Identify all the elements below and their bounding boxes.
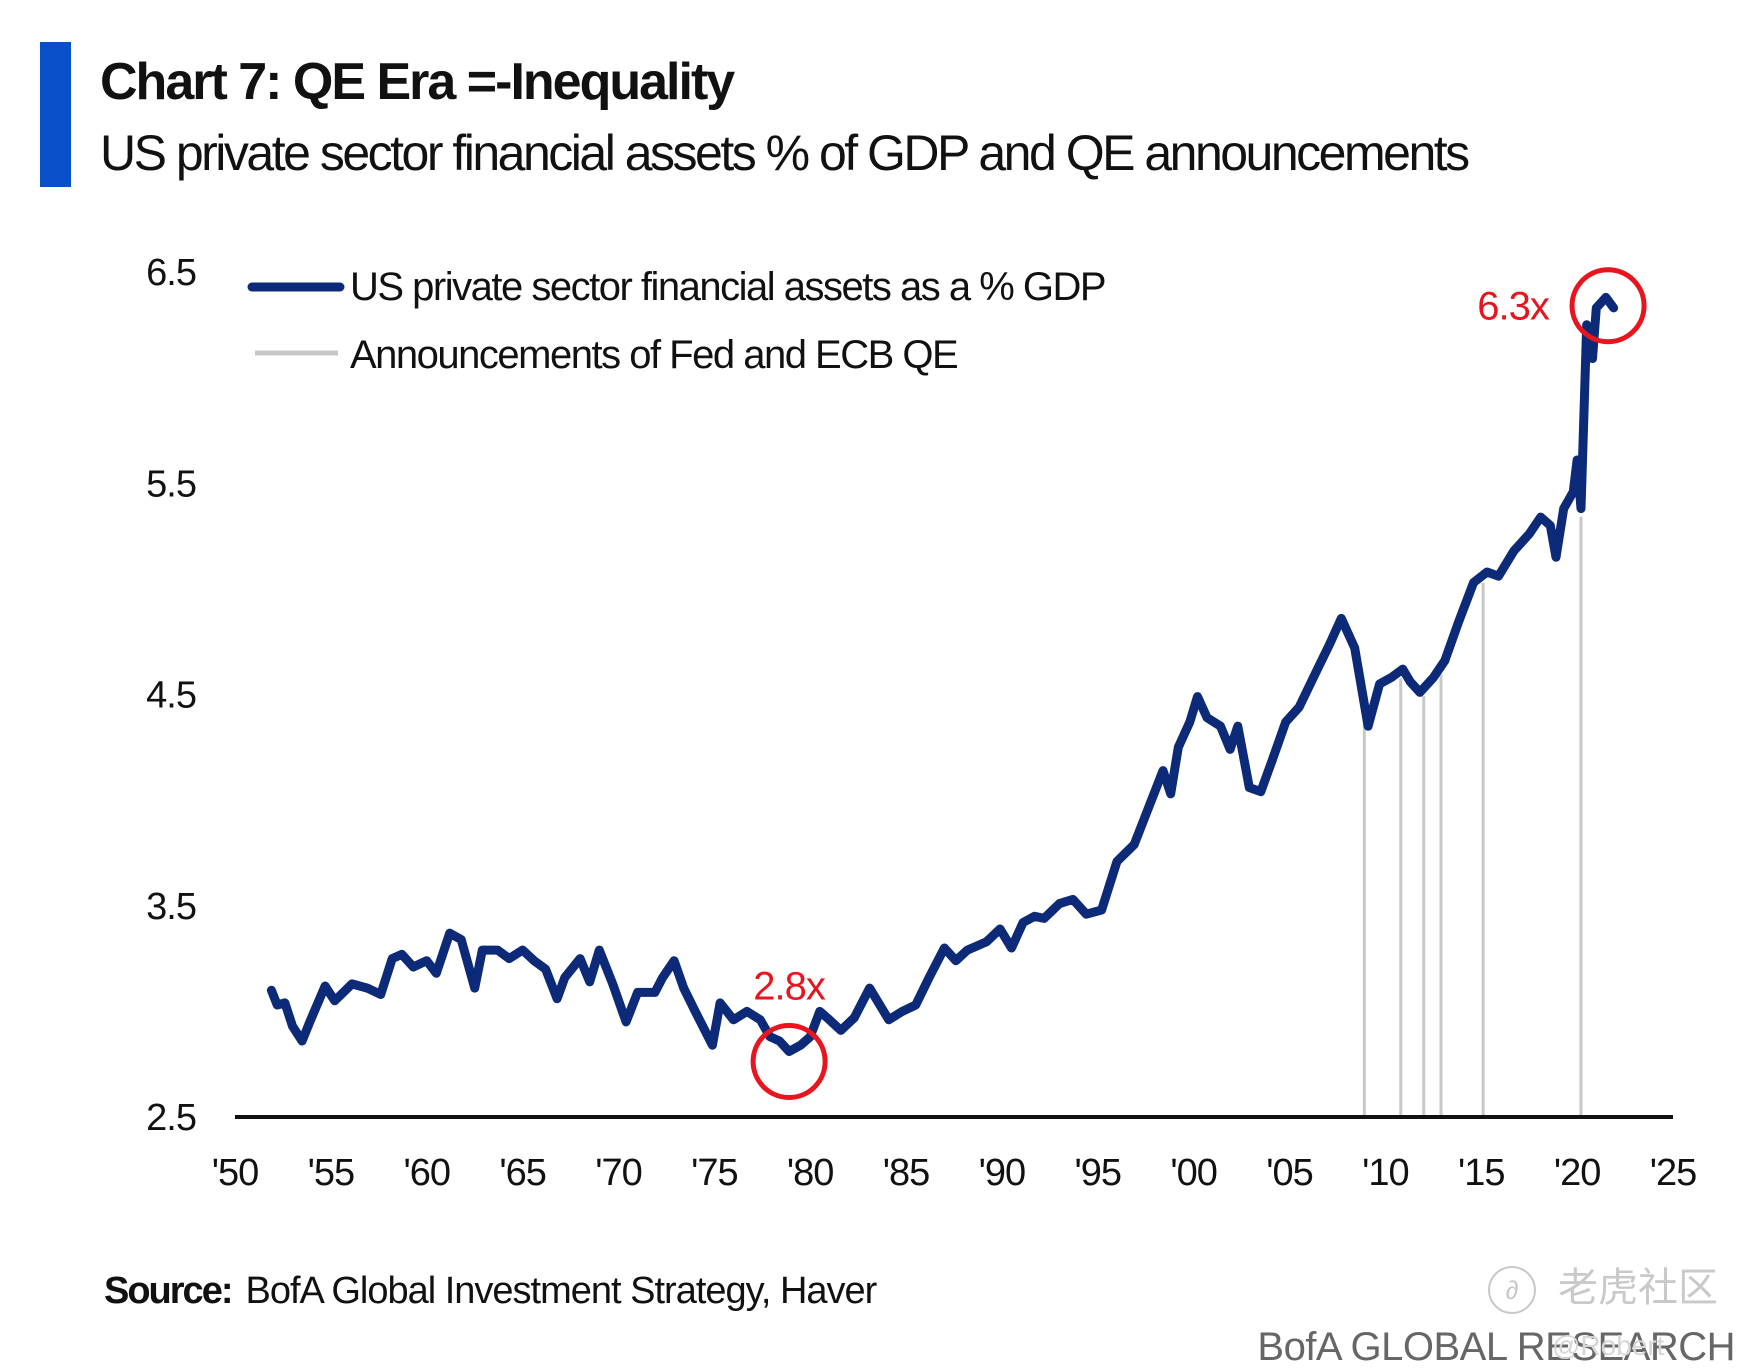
chart-title: Chart 7: QE Era =-Inequality: [100, 53, 735, 111]
y-tick-label: 6.5: [146, 252, 196, 294]
source-label: Source:: [104, 1270, 233, 1312]
source-text: BofA Global Investment Strategy, Haver: [245, 1270, 877, 1312]
y-tick-label: 3.5: [146, 886, 196, 928]
x-tick-label: '65: [499, 1152, 546, 1194]
legend-label-financial-assets: US private sector financial assets as a …: [350, 265, 1105, 309]
legend-label-qe-announcements: Announcements of Fed and ECB QE: [350, 333, 957, 377]
annotation-label: 2.8x: [753, 965, 826, 1009]
x-tick-label: '95: [1075, 1152, 1122, 1194]
x-tick-label: '25: [1650, 1152, 1697, 1194]
y-tick-label: 4.5: [146, 675, 196, 717]
watermark-text: 老虎社区: [1558, 1266, 1718, 1310]
x-tick-label: '70: [595, 1152, 642, 1194]
annotation-circle: [750, 1023, 828, 1101]
annotation-label: 6.3x: [1477, 285, 1550, 329]
x-tick-label: '90: [979, 1152, 1026, 1194]
series-line-financial-assets: [266, 292, 1619, 1056]
tiger-logo-icon: ∂: [1488, 1266, 1536, 1315]
x-tick-label: '50: [212, 1152, 259, 1194]
x-tick-label: '00: [1170, 1152, 1217, 1194]
x-tick-label: '85: [883, 1152, 930, 1194]
x-tick-label: '05: [1266, 1152, 1313, 1194]
watermark: ∂ 老虎社区: [1488, 1255, 1718, 1315]
brand-footer: BofA GLOBAL RESEARCH: [1257, 1325, 1735, 1369]
y-tick-label: 5.5: [146, 463, 196, 505]
chart-subtitle: US private sector financial assets % of …: [100, 125, 1470, 181]
x-tick-label: '75: [691, 1152, 738, 1194]
annotation-circle: [1569, 267, 1647, 345]
watermark-handle: @Robert: [1552, 1330, 1665, 1361]
x-tick-label: '20: [1554, 1152, 1601, 1194]
x-tick-label: '60: [403, 1152, 450, 1194]
x-tick-label: '55: [308, 1152, 355, 1194]
source-note: Source: BofA Global Investment Strategy, …: [104, 1270, 877, 1313]
x-tick-label: '80: [787, 1152, 834, 1194]
x-tick-label: '10: [1362, 1152, 1409, 1194]
y-tick-label: 2.5: [146, 1097, 196, 1139]
x-tick-label: '15: [1458, 1152, 1505, 1194]
title-accent-bar: [40, 42, 71, 187]
